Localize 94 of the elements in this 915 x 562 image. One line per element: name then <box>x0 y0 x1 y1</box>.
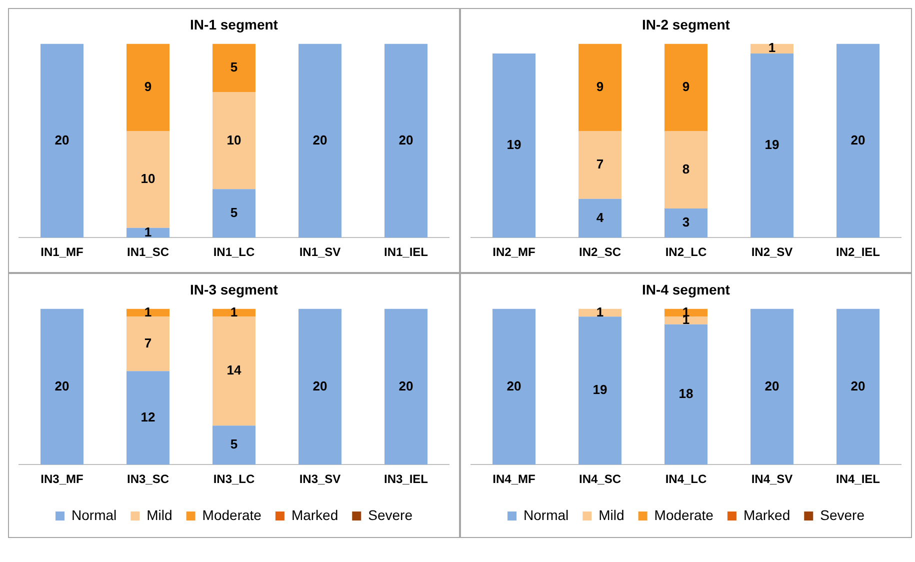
bar <box>492 53 536 238</box>
bar <box>664 131 708 209</box>
data-label: 10 <box>140 171 156 186</box>
bar <box>40 308 84 465</box>
data-label: 9 <box>682 78 690 94</box>
legend-label: Severe <box>820 506 865 523</box>
legend-label: Normal <box>524 506 569 523</box>
data-label: 8 <box>682 161 690 176</box>
x-tick-label: IN2_MF <box>492 245 536 260</box>
x-tick-label: IN3_IEL <box>384 472 428 486</box>
bar <box>298 308 342 465</box>
bar <box>578 44 622 132</box>
x-tick-label: IN2_SV <box>751 245 793 260</box>
data-label: 18 <box>678 386 694 402</box>
data-label: 5 <box>230 60 238 75</box>
bar <box>126 371 170 465</box>
x-tick-label: IN1_SV <box>299 245 341 260</box>
data-label: 1 <box>144 224 152 240</box>
bar <box>126 228 170 238</box>
bar <box>664 208 708 238</box>
data-label: 1 <box>230 304 238 320</box>
data-label: 1 <box>596 304 604 320</box>
x-tick-label: IN1_SC <box>126 245 170 260</box>
x-tick-label: IN3_LC <box>213 472 256 486</box>
bar <box>750 53 794 238</box>
x-tick-label: IN3_SC <box>126 472 170 486</box>
x-tick-label: IN1_LC <box>213 245 256 260</box>
data-label: 9 <box>596 78 604 94</box>
data-label: 19 <box>764 137 780 152</box>
data-label: 20 <box>764 378 780 394</box>
data-label: 5 <box>230 436 238 452</box>
data-label: 1 <box>768 40 776 56</box>
data-label: 20 <box>398 378 414 394</box>
legend-label: Moderate <box>654 506 714 523</box>
data-label: 10 <box>226 132 242 148</box>
data-label: 1 <box>144 304 152 320</box>
chart-title: IN-2 segment <box>642 16 730 32</box>
legend-label: Marked <box>743 506 790 523</box>
bar <box>126 131 170 228</box>
bar <box>126 44 170 132</box>
bar <box>126 316 170 372</box>
data-label: 20 <box>398 132 414 148</box>
data-label: 4 <box>596 210 604 225</box>
legend-label: Mild <box>598 506 624 523</box>
x-tick-label: IN3_MF <box>40 472 84 486</box>
x-tick-label: IN4_SC <box>578 472 622 486</box>
data-label: 20 <box>850 132 866 148</box>
legend-label: Normal <box>72 506 117 523</box>
data-label: 20 <box>312 378 328 394</box>
x-tick-label: IN2_SC <box>578 245 622 260</box>
bar <box>212 316 256 426</box>
data-label: 9 <box>144 78 152 94</box>
legend-label: Marked <box>291 506 338 523</box>
x-tick-label: IN2_IEL <box>836 245 880 260</box>
bar <box>578 198 622 238</box>
x-tick-label: IN1_MF <box>40 245 84 260</box>
data-label: 20 <box>54 132 70 148</box>
bar <box>836 44 880 238</box>
x-tick-label: IN4_LC <box>665 472 708 486</box>
data-label: 3 <box>682 214 690 230</box>
legend-label: Severe <box>368 506 413 523</box>
bar <box>384 44 428 238</box>
chart-title: IN-1 segment <box>190 16 278 32</box>
bar <box>212 426 256 465</box>
data-label: 12 <box>140 409 156 424</box>
bar <box>750 44 794 54</box>
x-tick-label: IN4_MF <box>492 472 536 486</box>
bar <box>212 44 256 92</box>
data-label: 7 <box>144 335 152 350</box>
x-tick-label: IN4_IEL <box>836 472 880 486</box>
legend-label: Mild <box>146 506 172 523</box>
data-label: 14 <box>226 362 242 378</box>
data-label: 5 <box>230 204 238 220</box>
data-label: 19 <box>506 137 522 152</box>
legend-label: Moderate <box>202 506 262 523</box>
x-tick-label: IN3_SV <box>299 472 341 486</box>
chart-title: IN-4 segment <box>642 281 730 298</box>
data-label: 20 <box>506 378 522 394</box>
data-label: 7 <box>596 156 604 172</box>
x-tick-label: IN2_LC <box>665 245 708 260</box>
data-label: 20 <box>54 378 70 394</box>
bar <box>212 92 256 190</box>
chart-title: IN-3 segment <box>190 281 278 298</box>
x-tick-label: IN4_SV <box>751 472 793 486</box>
data-label: 19 <box>592 382 608 398</box>
bar <box>40 44 84 238</box>
data-label: 20 <box>312 132 328 148</box>
bar <box>578 131 622 199</box>
bar <box>664 44 708 132</box>
bar <box>384 308 428 465</box>
x-tick-label: IN1_IEL <box>384 245 428 260</box>
bar <box>212 189 256 238</box>
data-label: 20 <box>850 378 866 394</box>
bar <box>298 44 342 238</box>
